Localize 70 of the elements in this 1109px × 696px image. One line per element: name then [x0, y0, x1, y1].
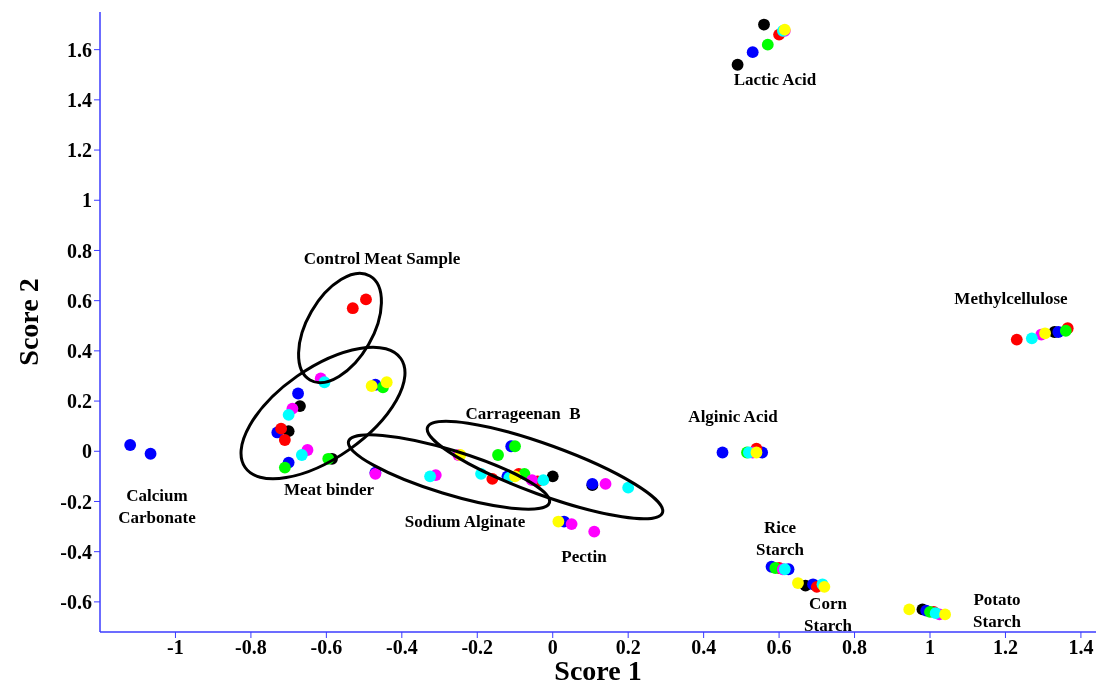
annotation: Lactic Acid: [733, 69, 817, 89]
x-tick-label: 0.6: [766, 636, 792, 659]
point: [552, 515, 565, 528]
point: [278, 461, 291, 474]
point: [346, 302, 359, 315]
point: [746, 46, 759, 59]
annotation: Alginic Acid: [688, 406, 779, 426]
y-tick-label: 1.4: [67, 88, 92, 111]
point: [903, 603, 916, 616]
point: [492, 449, 504, 461]
point: [360, 293, 372, 306]
x-tick-label: -0.2: [461, 636, 494, 659]
y-tick-label: 0.2: [67, 390, 92, 413]
point: [1010, 333, 1023, 346]
annotation: Carrageenan B: [465, 403, 581, 423]
y-tick-label: 1: [82, 189, 92, 212]
y-tick-label: -0.4: [60, 540, 92, 563]
x-tick-label: 1: [925, 636, 935, 659]
point: [424, 470, 437, 483]
annotation: Corn Starch: [804, 593, 853, 635]
annotation: Pectin: [561, 546, 608, 566]
point: [565, 518, 578, 530]
point: [275, 422, 288, 435]
point: [622, 481, 635, 494]
point: [380, 376, 393, 389]
point: [761, 38, 774, 51]
y-tick-label: 0.6: [67, 289, 92, 312]
point: [537, 474, 550, 487]
x-tick-label: -0.4: [385, 636, 418, 659]
y-tick-label: 1.6: [67, 38, 92, 61]
x-tick-label: -0.6: [310, 636, 343, 659]
y-tick-label: -0.6: [60, 590, 92, 613]
annotation: Control Meat Sample: [303, 248, 461, 268]
y-tick-label: 0.4: [67, 339, 92, 362]
point: [588, 525, 601, 538]
annotation: Rice Starch: [756, 517, 805, 559]
annotation: Potato Starch: [973, 589, 1022, 631]
point: [1025, 332, 1038, 345]
point: [292, 387, 304, 400]
annotation: Methylcellulose: [954, 288, 1069, 308]
y-tick-label: -0.2: [60, 490, 92, 513]
point: [792, 577, 804, 589]
point: [124, 439, 137, 451]
y-tick-label: 0.8: [67, 239, 92, 262]
x-tick-label: 0.4: [691, 636, 717, 659]
point: [365, 380, 378, 392]
point: [1039, 327, 1051, 340]
annotation: Sodium Alginate: [404, 511, 526, 531]
x-tick-label: 0.8: [842, 636, 868, 659]
x-tick-label: 1.4: [1068, 636, 1094, 659]
annotation: Calcium Carbonate: [118, 485, 197, 527]
point: [278, 434, 291, 446]
x-tick-label: -0.8: [235, 636, 267, 659]
point: [509, 440, 521, 453]
point: [144, 447, 157, 460]
point: [546, 470, 559, 483]
point: [599, 478, 612, 490]
x-tick-label: 1.2: [992, 636, 1018, 659]
y-axis-title: Score 2: [13, 278, 45, 366]
y-tick-label: 1.2: [67, 139, 92, 162]
point: [750, 446, 763, 459]
annotation: Meat binder: [283, 479, 375, 499]
point: [731, 58, 744, 71]
point: [716, 446, 729, 459]
point: [295, 449, 308, 461]
y-tick-label: 0: [82, 440, 92, 463]
x-tick-label: -1: [167, 636, 184, 659]
point: [282, 408, 295, 421]
point: [939, 608, 952, 621]
point: [758, 18, 770, 31]
